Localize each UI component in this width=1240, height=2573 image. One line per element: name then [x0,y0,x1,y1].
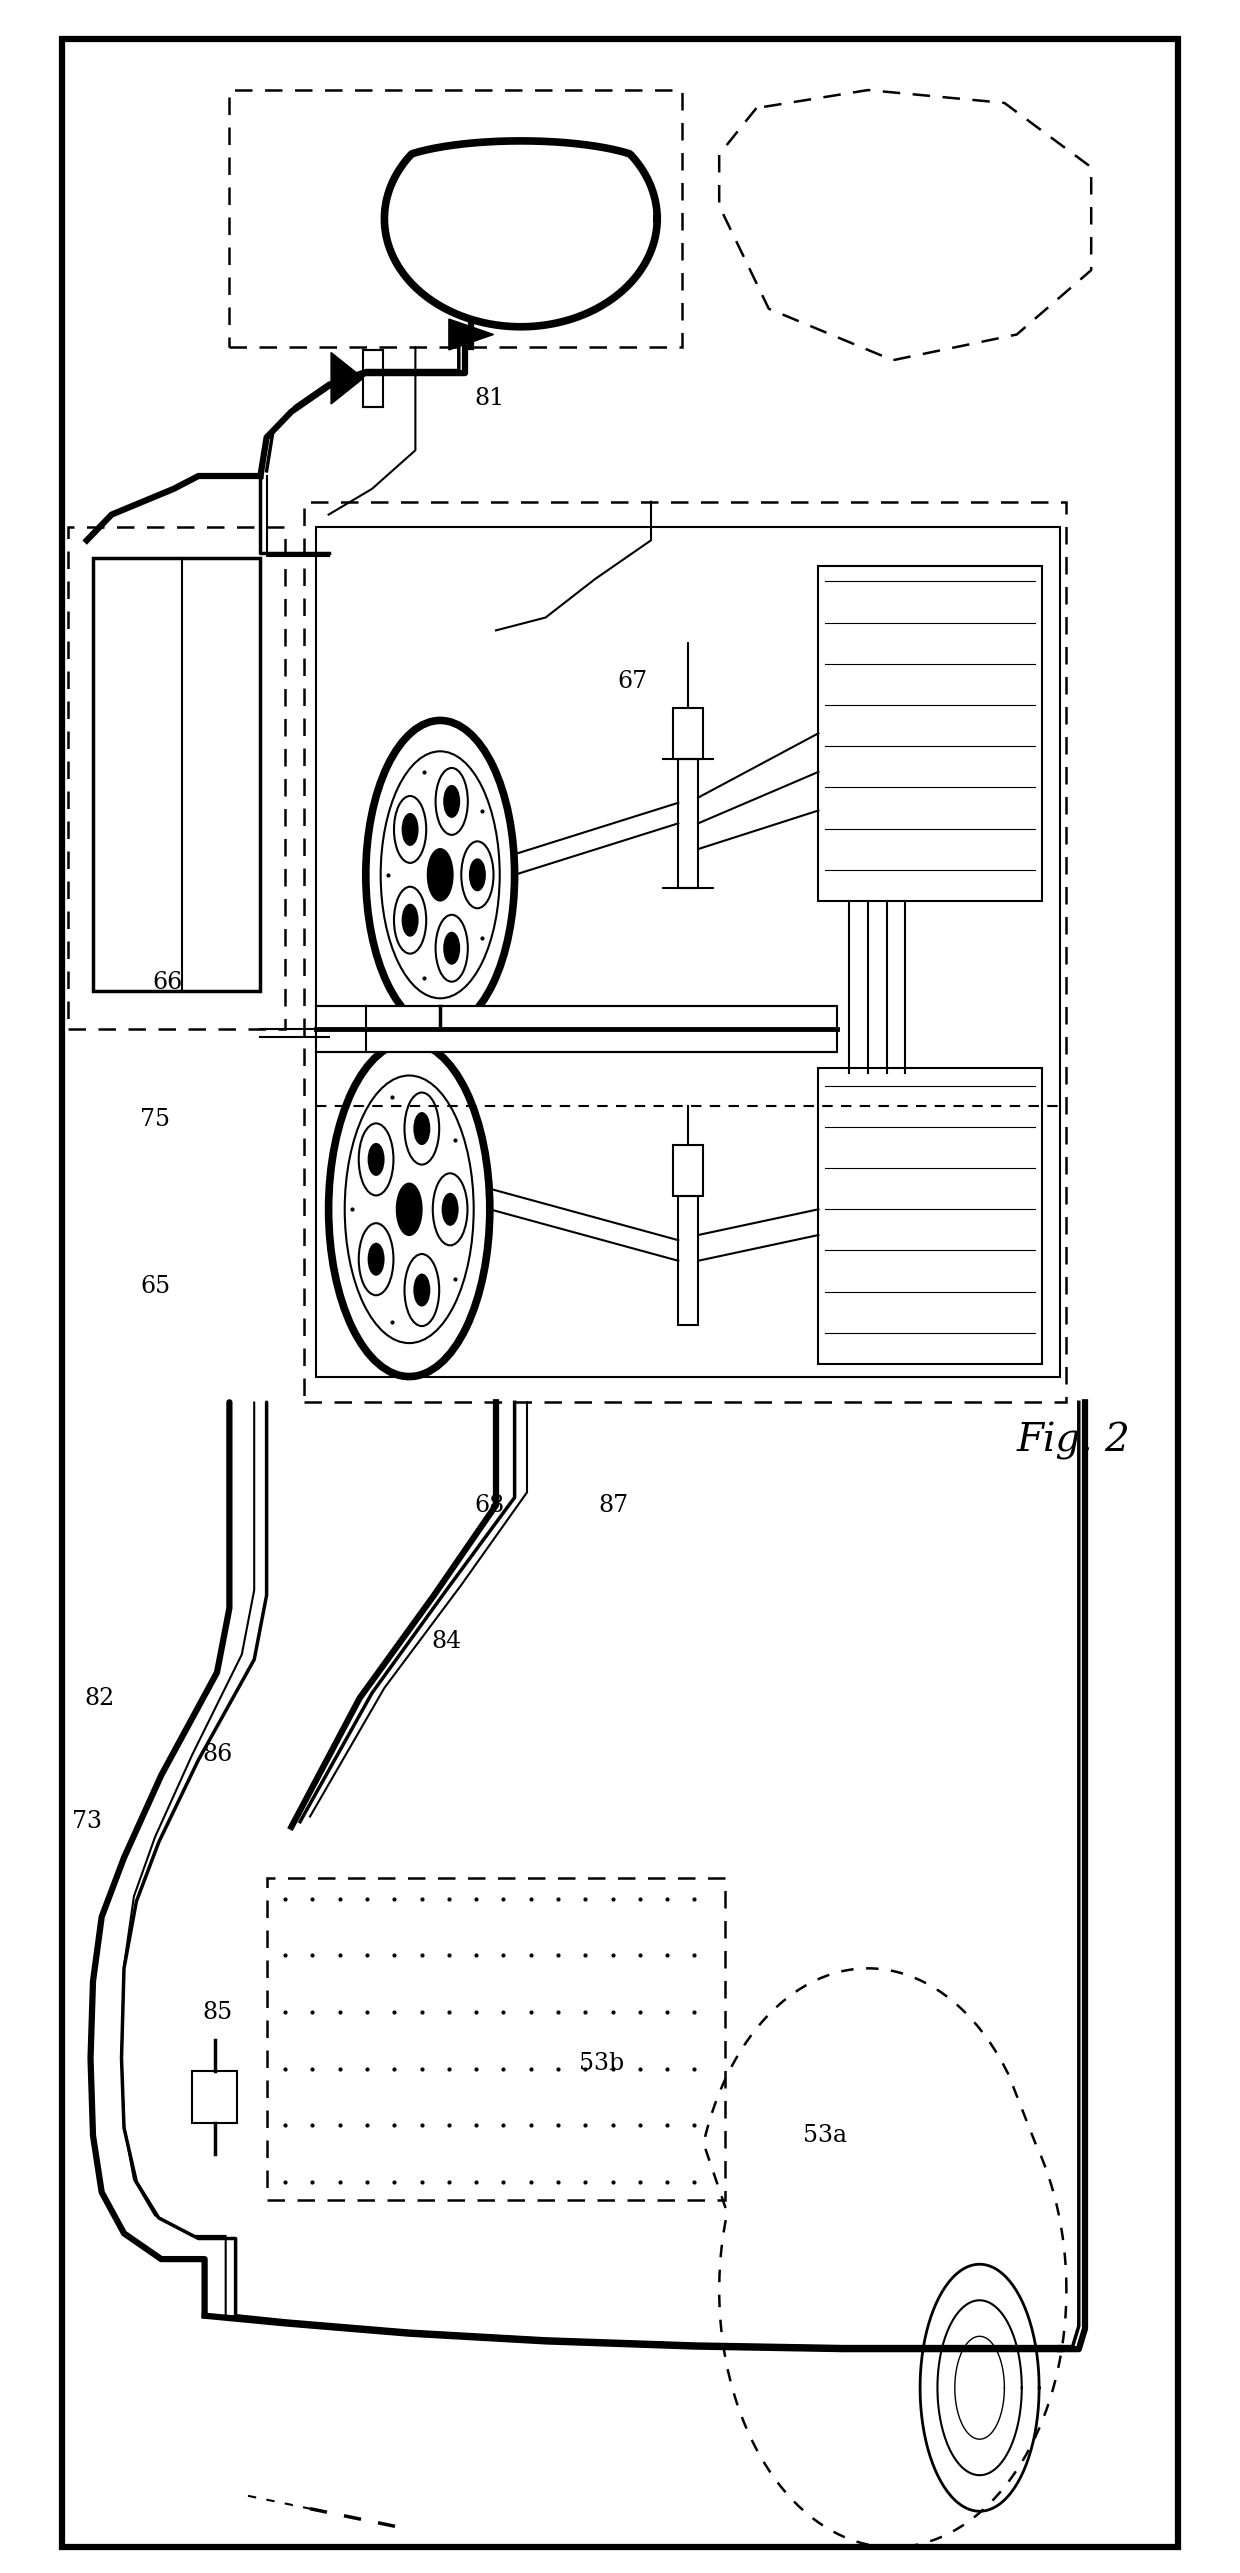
Text: 84: 84 [432,1631,461,1652]
Bar [229,90,682,347]
Text: 75: 75 [140,1109,170,1130]
Bar [192,2071,237,2123]
Bar [818,1068,1042,1364]
Polygon shape [449,319,494,350]
Circle shape [403,813,418,844]
Circle shape [444,934,459,965]
Text: 66: 66 [153,973,182,993]
Text: 73: 73 [72,1811,102,1832]
Circle shape [444,785,459,816]
Bar [267,1878,725,2200]
Circle shape [470,859,485,890]
Text: 68: 68 [475,1495,505,1515]
Text: 81: 81 [475,389,505,409]
Bar [818,566,1042,901]
Bar [304,502,1066,1402]
Circle shape [414,1274,429,1305]
Text: Fig. 2: Fig. 2 [1017,1423,1131,1459]
Bar [93,558,260,991]
Circle shape [414,1114,429,1145]
Bar [363,350,383,407]
Text: 87: 87 [599,1495,629,1515]
Bar [316,527,1060,1377]
Text: 53a: 53a [802,2125,847,2146]
Bar [673,708,703,759]
Circle shape [443,1194,458,1225]
Text: 82: 82 [84,1688,114,1708]
Bar [678,1196,698,1325]
Polygon shape [331,353,363,404]
Circle shape [397,1184,422,1235]
Text: 65: 65 [140,1276,170,1297]
Text: 67: 67 [618,672,647,692]
Bar [678,759,698,888]
Circle shape [403,906,418,937]
Bar [673,1145,703,1196]
Text: 85: 85 [202,2002,232,2022]
Bar [68,527,285,1029]
Text: 53b: 53b [579,2053,624,2074]
Circle shape [368,1243,383,1274]
Bar [316,1006,837,1052]
Text: 86: 86 [202,1744,232,1765]
Circle shape [428,849,453,901]
Circle shape [368,1145,383,1176]
